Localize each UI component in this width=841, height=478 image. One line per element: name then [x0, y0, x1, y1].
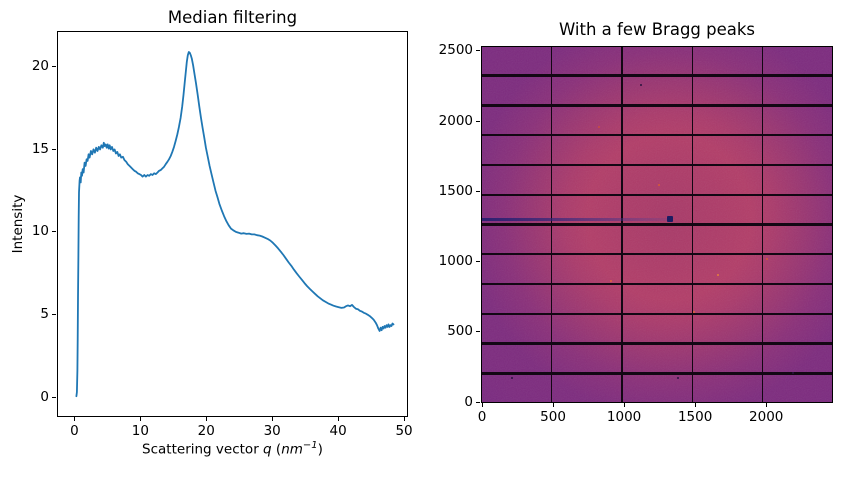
y-tick-label: 2000 — [438, 112, 473, 129]
x-tick-mark — [73, 417, 75, 421]
detector-speck — [791, 372, 794, 375]
y-tick-label: 5 — [40, 305, 49, 322]
y-tick-label: 0 — [40, 388, 49, 405]
module-gap — [482, 342, 832, 345]
detector-speck — [597, 125, 600, 128]
module-gap — [482, 134, 832, 137]
x-tick-label: 10 — [131, 423, 149, 439]
x-tick-mark — [139, 417, 141, 421]
module-gap — [482, 193, 832, 196]
module-gap — [482, 163, 832, 167]
x-tick-label: 1000 — [606, 409, 642, 425]
x-tick-label: 40 — [329, 423, 347, 439]
beamstop-dot — [666, 216, 673, 223]
module-gap — [482, 74, 832, 77]
left-plot-title: Median filtering — [167, 8, 298, 27]
left-plot-axes — [57, 31, 408, 417]
y-tick-mark — [476, 50, 480, 52]
detector-speck — [640, 84, 643, 87]
x-tick-label: 500 — [540, 409, 566, 425]
module-gap — [551, 47, 553, 402]
y-tick-label: 0 — [464, 393, 473, 410]
xlabel-paren-open: ( — [271, 441, 282, 458]
module-gap — [691, 47, 693, 402]
x-tick-label: 20 — [197, 423, 215, 439]
intensity-curve — [58, 32, 407, 416]
detector-speck — [609, 280, 612, 283]
y-tick-mark — [52, 66, 56, 68]
x-tick-label: 50 — [395, 423, 413, 439]
xlabel-unit: nm — [281, 441, 303, 458]
module-gap — [482, 282, 832, 286]
x-tick-mark — [765, 403, 767, 407]
y-tick-label: 15 — [31, 140, 49, 157]
y-tick-label: 2500 — [438, 42, 473, 59]
y-tick-mark — [476, 120, 480, 122]
y-tick-mark — [52, 148, 56, 150]
detector-speck — [510, 377, 513, 380]
x-tick-label: 30 — [263, 423, 281, 439]
beamstop-arm-shadow — [482, 217, 672, 221]
x-tick-mark — [481, 403, 483, 407]
xlabel-paren-close: ) — [317, 441, 323, 458]
x-tick-label: 1500 — [677, 409, 713, 425]
x-tick-mark — [205, 417, 207, 421]
x-tick-mark — [403, 417, 405, 421]
x-tick-label: 0 — [477, 409, 487, 425]
y-tick-mark — [52, 396, 56, 398]
module-gap — [482, 372, 832, 375]
y-tick-label: 20 — [31, 58, 49, 75]
y-tick-mark — [476, 331, 480, 333]
x-tick-label: 0 — [70, 423, 79, 439]
detector-speck — [693, 311, 696, 314]
x-tick-label: 2000 — [749, 409, 784, 425]
x-tick-mark — [623, 403, 625, 407]
y-tick-mark — [476, 190, 480, 192]
x-tick-mark — [694, 403, 696, 407]
y-tick-label: 500 — [447, 323, 473, 340]
module-gap — [482, 104, 832, 107]
y-tick-mark — [52, 313, 56, 315]
module-gap — [621, 47, 623, 402]
xlabel-q-symbol: q — [263, 441, 272, 458]
y-tick-label: 10 — [31, 223, 49, 240]
y-tick-label: 1500 — [438, 182, 473, 199]
x-tick-mark — [271, 417, 273, 421]
y-tick-mark — [52, 231, 56, 233]
module-gap — [482, 253, 832, 256]
module-gap — [482, 312, 832, 316]
module-gap — [482, 223, 832, 226]
y-tick-mark — [476, 401, 480, 403]
left-plot-xlabel: Scattering vector q (nm−1) — [57, 440, 408, 458]
detector-speck — [766, 258, 769, 261]
detector-speck — [716, 273, 719, 276]
detector-speck — [676, 377, 679, 380]
x-tick-mark — [552, 403, 554, 407]
detector-image-axes — [481, 46, 833, 403]
xlabel-text: Scattering vector — [142, 441, 264, 458]
module-gap — [761, 47, 763, 402]
xlabel-unit-exponent: −1 — [302, 440, 318, 451]
right-plot-title: With a few Bragg peaks — [558, 20, 756, 39]
detector-speck — [657, 183, 660, 186]
y-tick-mark — [476, 261, 480, 263]
y-tick-label: 1000 — [438, 253, 473, 270]
x-tick-mark — [337, 417, 339, 421]
